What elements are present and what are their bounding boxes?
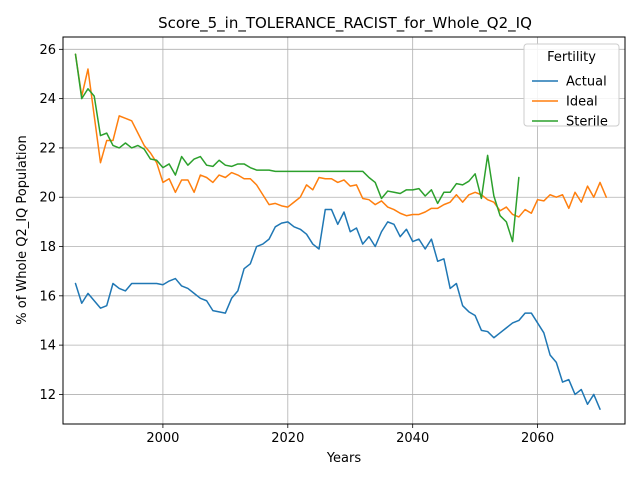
x-tick-label: 2020 bbox=[271, 431, 304, 446]
x-tick-label: 2040 bbox=[396, 431, 429, 446]
x-axis-ticks: 2000 2020 2040 2060 bbox=[146, 424, 554, 446]
y-tick-label: 20 bbox=[39, 191, 56, 206]
series-line-actual bbox=[74, 208, 601, 410]
series-lines bbox=[74, 53, 608, 410]
grid-lines bbox=[63, 37, 625, 424]
series-line-ideal bbox=[74, 53, 608, 218]
plot-frame bbox=[62, 36, 626, 425]
y-tick-label: 14 bbox=[39, 339, 56, 354]
legend-label-actual: Actual bbox=[566, 75, 607, 90]
y-tick-label: 24 bbox=[39, 92, 56, 107]
legend-title: Fertility bbox=[547, 50, 596, 65]
y-tick-label: 16 bbox=[39, 289, 56, 304]
y-tick-label: 18 bbox=[39, 240, 56, 255]
y-axis-label: % of Whole Q2_IQ Population bbox=[15, 135, 30, 324]
x-axis-label: Years bbox=[326, 451, 362, 466]
legend: Fertility Actual Ideal Sterile bbox=[523, 43, 620, 130]
legend-label-sterile: Sterile bbox=[566, 115, 608, 130]
x-tick-label: 2060 bbox=[521, 431, 554, 446]
y-tick-label: 26 bbox=[39, 43, 56, 58]
x-tick-label: 2000 bbox=[146, 431, 179, 446]
y-tick-label: 12 bbox=[39, 388, 56, 403]
y-axis-ticks: 12 14 16 18 20 22 24 26 bbox=[39, 43, 63, 403]
chart-title: Score_5_in_TOLERANCE_RACIST_for_Whole_Q2… bbox=[158, 14, 532, 33]
y-tick-label: 22 bbox=[39, 141, 56, 156]
series-line-sterile bbox=[74, 53, 520, 243]
legend-box bbox=[523, 43, 620, 127]
legend-label-ideal: Ideal bbox=[566, 95, 598, 110]
